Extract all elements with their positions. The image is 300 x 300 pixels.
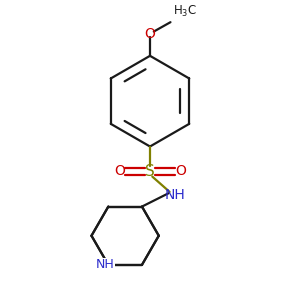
Text: NH: NH: [164, 188, 185, 202]
Text: O: O: [145, 27, 155, 41]
Text: S: S: [145, 164, 155, 179]
Text: O: O: [175, 164, 186, 178]
Text: O: O: [114, 164, 125, 178]
Text: NH: NH: [96, 258, 115, 272]
Text: H$_3$C: H$_3$C: [173, 4, 197, 19]
